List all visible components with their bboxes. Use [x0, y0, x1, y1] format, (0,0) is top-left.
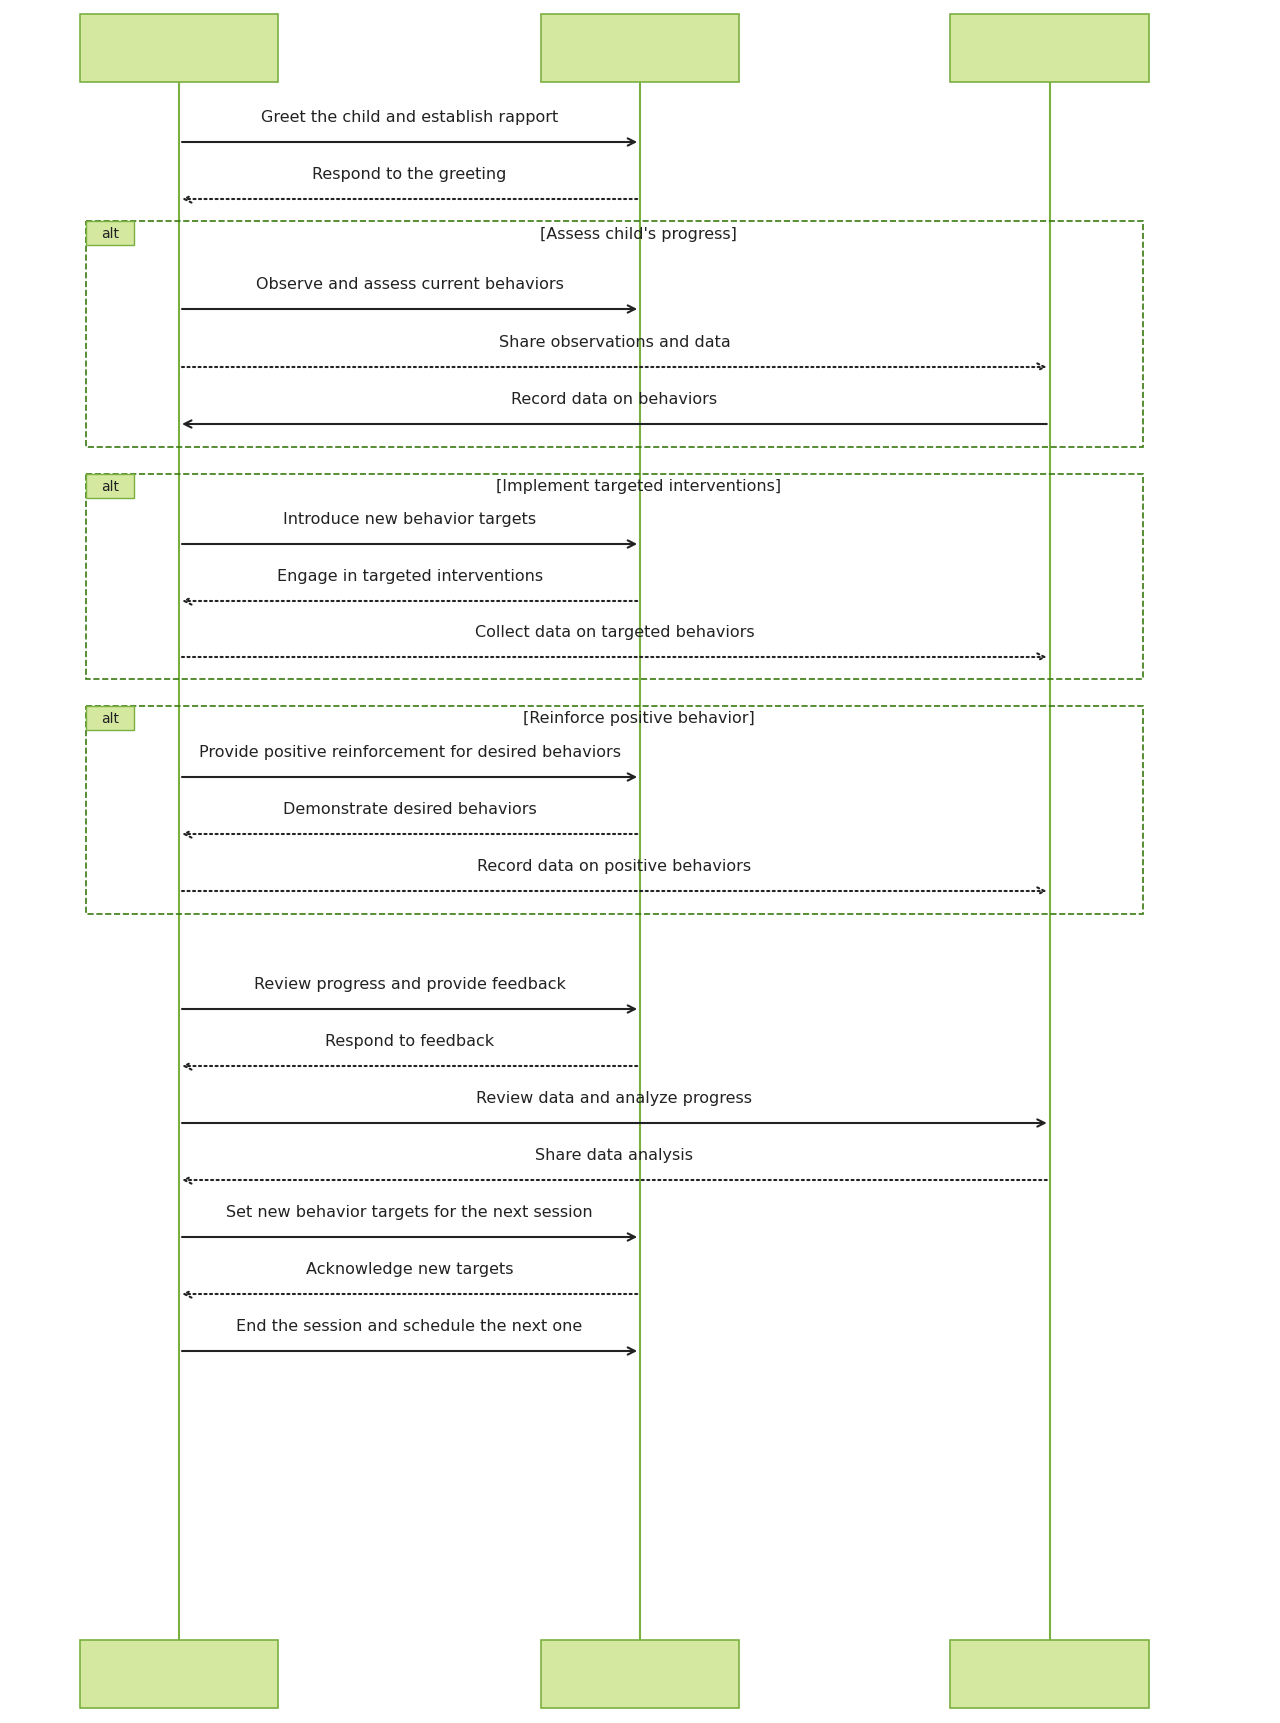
- Text: Collect data on targeted behaviors: Collect data on targeted behaviors: [475, 625, 754, 639]
- Text: Greet the child and establish rapport: Greet the child and establish rapport: [261, 110, 558, 126]
- Bar: [81, 16, 279, 83]
- Text: End the session and schedule the next one: End the session and schedule the next on…: [237, 1318, 582, 1334]
- Text: Review data and analyze progress: Review data and analyze progress: [476, 1091, 753, 1106]
- Bar: [86, 706, 1143, 915]
- Text: Introduce new behavior targets: Introduce new behavior targets: [283, 512, 536, 527]
- Text: [Assess child's progress]: [Assess child's progress]: [540, 226, 737, 241]
- Bar: [86, 476, 134, 498]
- Text: Therapist: Therapist: [140, 1664, 219, 1683]
- Text: Provide positive reinforcement for desired behaviors: Provide positive reinforcement for desir…: [198, 744, 621, 760]
- Text: [Reinforce positive behavior]: [Reinforce positive behavior]: [522, 712, 754, 725]
- Bar: [540, 16, 740, 83]
- Text: Record data on positive behaviors: Record data on positive behaviors: [477, 858, 751, 874]
- Text: DataCollector: DataCollector: [993, 40, 1106, 59]
- Text: Respond to the greeting: Respond to the greeting: [312, 167, 507, 183]
- Bar: [86, 222, 1143, 448]
- Text: Child: Child: [620, 40, 660, 59]
- Text: Review progress and provide feedback: Review progress and provide feedback: [253, 977, 566, 991]
- Text: Demonstrate desired behaviors: Demonstrate desired behaviors: [283, 801, 536, 817]
- Text: Share data analysis: Share data analysis: [535, 1148, 694, 1163]
- Text: alt: alt: [101, 712, 119, 725]
- Bar: [950, 1640, 1149, 1707]
- Bar: [950, 16, 1149, 83]
- Bar: [86, 706, 134, 731]
- Text: DataCollector: DataCollector: [993, 1664, 1106, 1683]
- Text: Record data on behaviors: Record data on behaviors: [511, 391, 718, 407]
- Bar: [86, 476, 1143, 679]
- Text: Respond to feedback: Respond to feedback: [325, 1034, 494, 1048]
- Text: Acknowledge new targets: Acknowledge new targets: [306, 1261, 513, 1277]
- Text: alt: alt: [101, 479, 119, 495]
- Text: Share observations and data: Share observations and data: [498, 334, 731, 350]
- Bar: [86, 222, 134, 246]
- Text: Observe and assess current behaviors: Observe and assess current behaviors: [256, 277, 563, 291]
- Bar: [81, 1640, 279, 1707]
- Text: Therapist: Therapist: [140, 40, 219, 59]
- Text: Set new behavior targets for the next session: Set new behavior targets for the next se…: [227, 1204, 593, 1220]
- Text: Child: Child: [620, 1664, 660, 1683]
- Text: [Implement targeted interventions]: [Implement targeted interventions]: [495, 479, 781, 495]
- Bar: [540, 1640, 740, 1707]
- Text: alt: alt: [101, 227, 119, 241]
- Text: Engage in targeted interventions: Engage in targeted interventions: [276, 569, 543, 584]
